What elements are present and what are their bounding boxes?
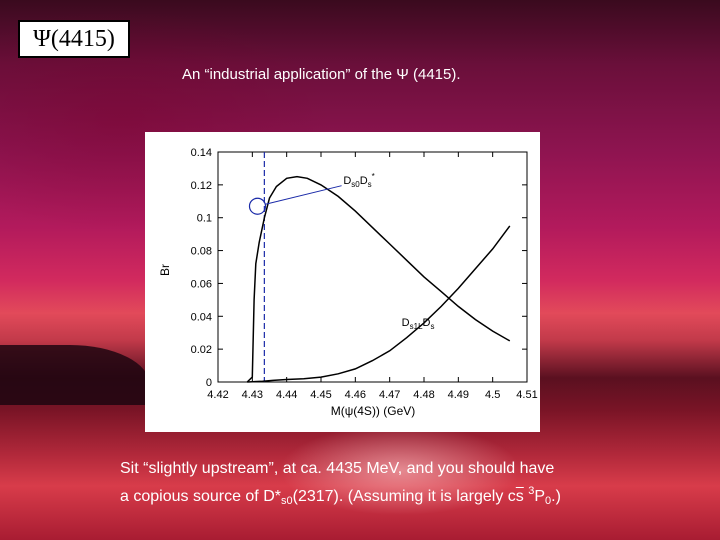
caption-subscript: s0 — [280, 495, 293, 507]
caption-text: .) — [551, 488, 561, 505]
x-tick-label: 4.45 — [310, 389, 331, 401]
y-tick-label: 0.12 — [191, 180, 212, 192]
caption-line-1: Sit “slightly upstream”, at ca. 4435 MeV… — [120, 460, 555, 477]
y-tick-label: 0.04 — [191, 311, 212, 323]
slide-title: Ψ(4415) — [18, 20, 130, 58]
legend-pointer-line — [265, 185, 342, 205]
y-tick-label: 0.14 — [191, 147, 212, 159]
plot-frame — [217, 151, 528, 383]
x-tick-label: 4.48 — [413, 389, 434, 401]
caption-text: (2317). (Assuming it is largely c — [292, 488, 516, 505]
x-tick-label: 4.47 — [379, 389, 400, 401]
y-tick-label: 0.02 — [191, 344, 212, 356]
slide-subtitle: An “industrial application” of the Ψ (44… — [182, 66, 461, 83]
x-tick-label: 4.5 — [485, 389, 500, 401]
x-axis-label: M(ψ(4S)) (GeV) — [331, 404, 416, 418]
y-axis-label: Br — [158, 264, 172, 276]
highlight-circle — [248, 197, 267, 215]
island-silhouette — [0, 345, 150, 405]
series-line-ds0-ds-star — [246, 175, 511, 383]
slide-caption: Sit “slightly upstream”, at ca. 4435 MeV… — [120, 458, 700, 512]
x-tick-label: 4.42 — [207, 389, 228, 401]
series-label-ds0-ds-star: Ds0Ds* — [343, 172, 374, 189]
x-tick-label: 4.51 — [516, 389, 537, 401]
caption-line-2: a copious source of D*s0(2317). (Assumin… — [120, 480, 700, 512]
y-tick-label: 0.06 — [191, 278, 212, 290]
y-tick-label: 0.08 — [191, 246, 212, 258]
y-tick-label: 0 — [206, 377, 212, 389]
caption-text: P — [534, 488, 546, 505]
x-tick-label: 4.49 — [448, 389, 469, 401]
caption-subscript: 0 — [545, 495, 552, 507]
chart-panel: 0 0.02 0.04 0.06 0.08 0.1 0.12 0.14 4.42 4.43 4.4… — [145, 132, 540, 432]
x-tick-label: 4.43 — [242, 389, 263, 401]
x-tick-label: 4.44 — [276, 389, 297, 401]
y-tick-label: 0.1 — [197, 213, 212, 225]
x-tick-label: 4.46 — [345, 389, 366, 401]
caption-superscript: 3 — [528, 485, 535, 497]
caption-anti-s: s — [515, 488, 524, 505]
caption-text: a copious source of D* — [120, 488, 281, 505]
branching-ratio-chart: 0 0.02 0.04 0.06 0.08 0.1 0.12 0.14 4.42 4.43 4.4… — [158, 147, 538, 418]
series-label-ds1l-ds: Ds1LDs — [402, 317, 435, 331]
series-line-ds1l-ds — [247, 225, 511, 383]
